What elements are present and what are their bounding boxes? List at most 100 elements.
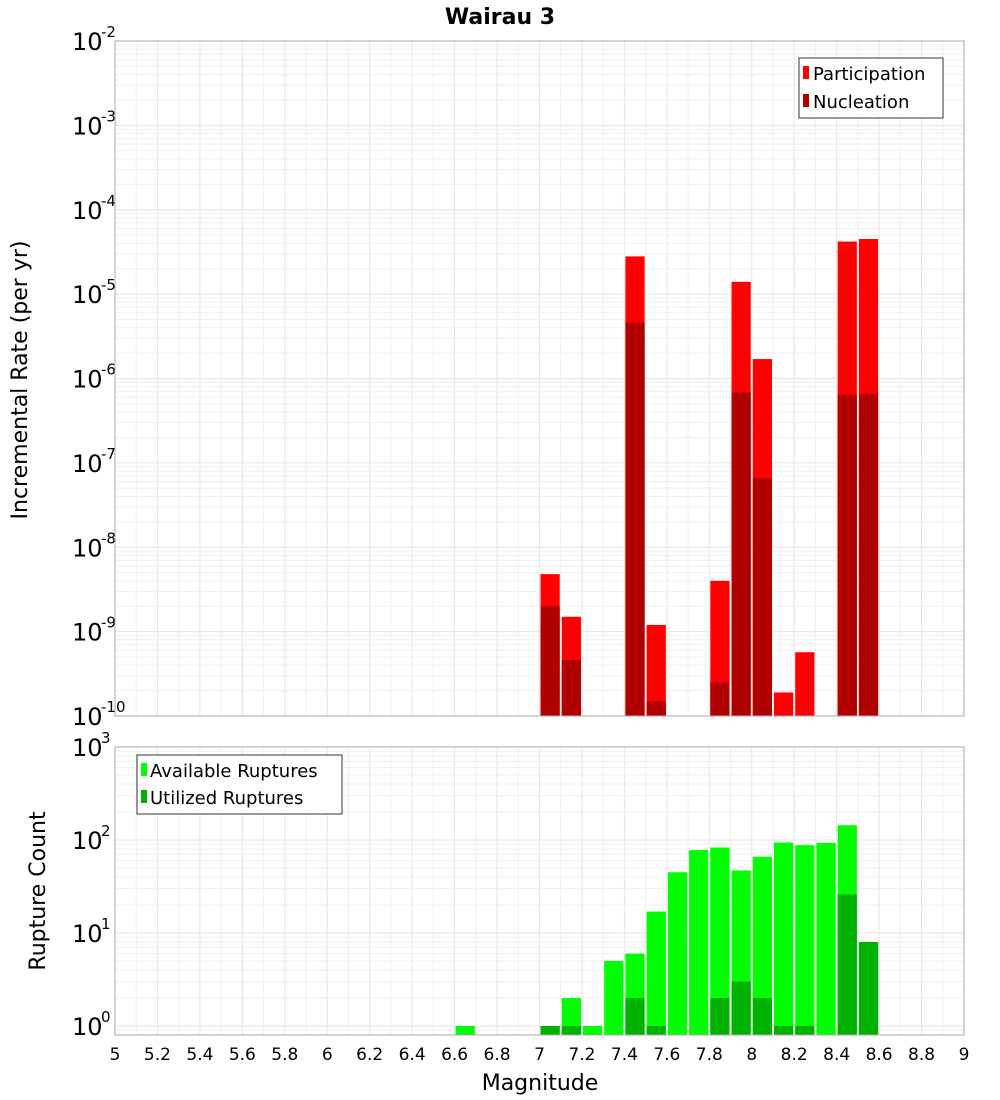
count-y-tick-label: 10 [72,920,103,948]
count-y-tick-label: 10 [72,1013,103,1041]
legend-swatch-nucleation [803,94,809,107]
count-bar-a [604,960,624,1035]
rate-bar-b [752,478,772,716]
rate-y-tick-label: 10 [72,534,103,562]
x-tick-label: 6.6 [441,1045,468,1065]
rate-bar-b [561,660,581,716]
x-tick-label: 8 [746,1045,757,1065]
rate-y-tick-exponent: -3 [101,107,116,125]
rate-y-tick-label: 10 [72,112,103,140]
count-bar-a [561,997,581,1035]
rate-y-tick-label: 10 [72,619,103,647]
x-tick-label: 7.8 [696,1045,723,1065]
count-bar-b [540,1025,560,1035]
count-bar-a [752,856,772,1035]
rate-bar-a [710,580,730,716]
rate-y-tick-label: 10 [72,366,103,394]
count-bar-a [689,850,709,1035]
count-bar-a [455,1025,475,1035]
rate-y-tick-exponent: -10 [101,698,126,716]
x-tick-label: 5.6 [229,1045,256,1065]
x-axis-ticks: 5 5.2 5.4 5.6 5.8 6 6.2 6.4 6.6 6.8 7 7.2 7.4 7.6 7.8 8… [110,1045,970,1065]
rate-bar-b [858,393,879,716]
x-tick-label: 9 [959,1045,970,1065]
rate-bar-b [731,392,751,716]
rate-bar-b [540,606,560,716]
x-tick-label: 5.2 [144,1045,171,1065]
x-tick-label: 7.6 [653,1045,680,1065]
chart-title: Wairau 3 [445,5,555,30]
rate-y-tick-exponent: -6 [101,361,116,379]
count-bar-b [773,1025,794,1035]
rate-y-tick-exponent: -4 [101,192,116,210]
x-tick-label: 5.8 [271,1045,298,1065]
rate-plot-grid [114,40,965,717]
rate-y-tick-label: 10 [72,28,103,56]
x-tick-label: 8.8 [908,1045,935,1065]
count-bar-a [795,845,815,1035]
legend-swatch-utilized [141,790,147,803]
legend-swatch-participation [803,66,809,79]
rate-plot-y-axis-label: Incremental Rate (per yr) [8,241,33,520]
count-bar-b [625,997,645,1035]
count-bar-a [582,1025,603,1035]
count-y-tick-exponent: 2 [101,822,111,840]
count-bar-a [710,847,730,1035]
rate-y-tick-label: 10 [72,281,103,309]
x-tick-label: 7 [534,1045,545,1065]
rate-bar-a [773,692,794,716]
x-tick-label: 6.8 [484,1045,511,1065]
x-tick-label: 5.4 [186,1045,213,1065]
rate-y-tick-exponent: -2 [101,23,116,41]
count-y-tick-exponent: 1 [101,915,111,933]
count-bar-b [795,1025,815,1035]
rate-y-tick-label: 10 [72,197,103,225]
count-bar-b [858,942,879,1035]
rate-y-tick-exponent: -9 [101,614,116,632]
rupture-count-plot-bars [455,825,879,1035]
legend-label-participation: Participation [813,64,925,85]
x-tick-label: 5 [110,1045,121,1065]
x-tick-label: 8.6 [866,1045,893,1065]
rate-bar-b [710,682,730,716]
count-bar-b [731,981,751,1035]
rate-y-tick-label: 10 [72,450,103,478]
rate-bar-b [837,394,857,716]
count-bar-b [752,997,772,1035]
x-tick-label: 7.2 [568,1045,595,1065]
count-bar-a [646,911,666,1035]
rupture-count-plot-legend: Available Ruptures Utilized Ruptures [136,754,343,815]
rate-plot-bars [540,239,879,717]
x-tick-label: 8.2 [781,1045,808,1065]
rate-bar-b [646,701,666,716]
count-y-tick-exponent: 0 [101,1008,111,1026]
legend-label-nucleation: Nucleation [813,92,909,113]
count-bar-a [667,872,688,1035]
rate-bar-a [795,652,815,716]
rate-y-tick-exponent: -8 [101,529,116,547]
rate-y-tick-exponent: -7 [101,445,116,463]
x-axis-label: Magnitude [482,1071,599,1096]
count-bar-b [837,894,857,1035]
rupture-count-plot-grid [114,746,965,1036]
x-tick-label: 6.4 [399,1045,426,1065]
count-bar-b [710,997,730,1035]
x-tick-label: 6 [322,1045,333,1065]
rate-plot-legend: Participation Nucleation [798,57,944,119]
count-bar-a [816,842,836,1035]
count-y-tick-label: 10 [72,734,103,762]
rate-bar-b [625,322,645,716]
x-tick-label: 8.4 [823,1045,850,1065]
rate-y-tick-label: 10 [72,703,103,731]
rupture-count-plot-y-axis-label: Rupture Count [26,811,51,971]
count-bar-a [773,842,794,1035]
count-bar-b [646,1025,666,1035]
count-y-tick-label: 10 [72,827,103,855]
legend-label-utilized: Utilized Ruptures [150,788,303,809]
rate-bar-a [646,624,666,716]
